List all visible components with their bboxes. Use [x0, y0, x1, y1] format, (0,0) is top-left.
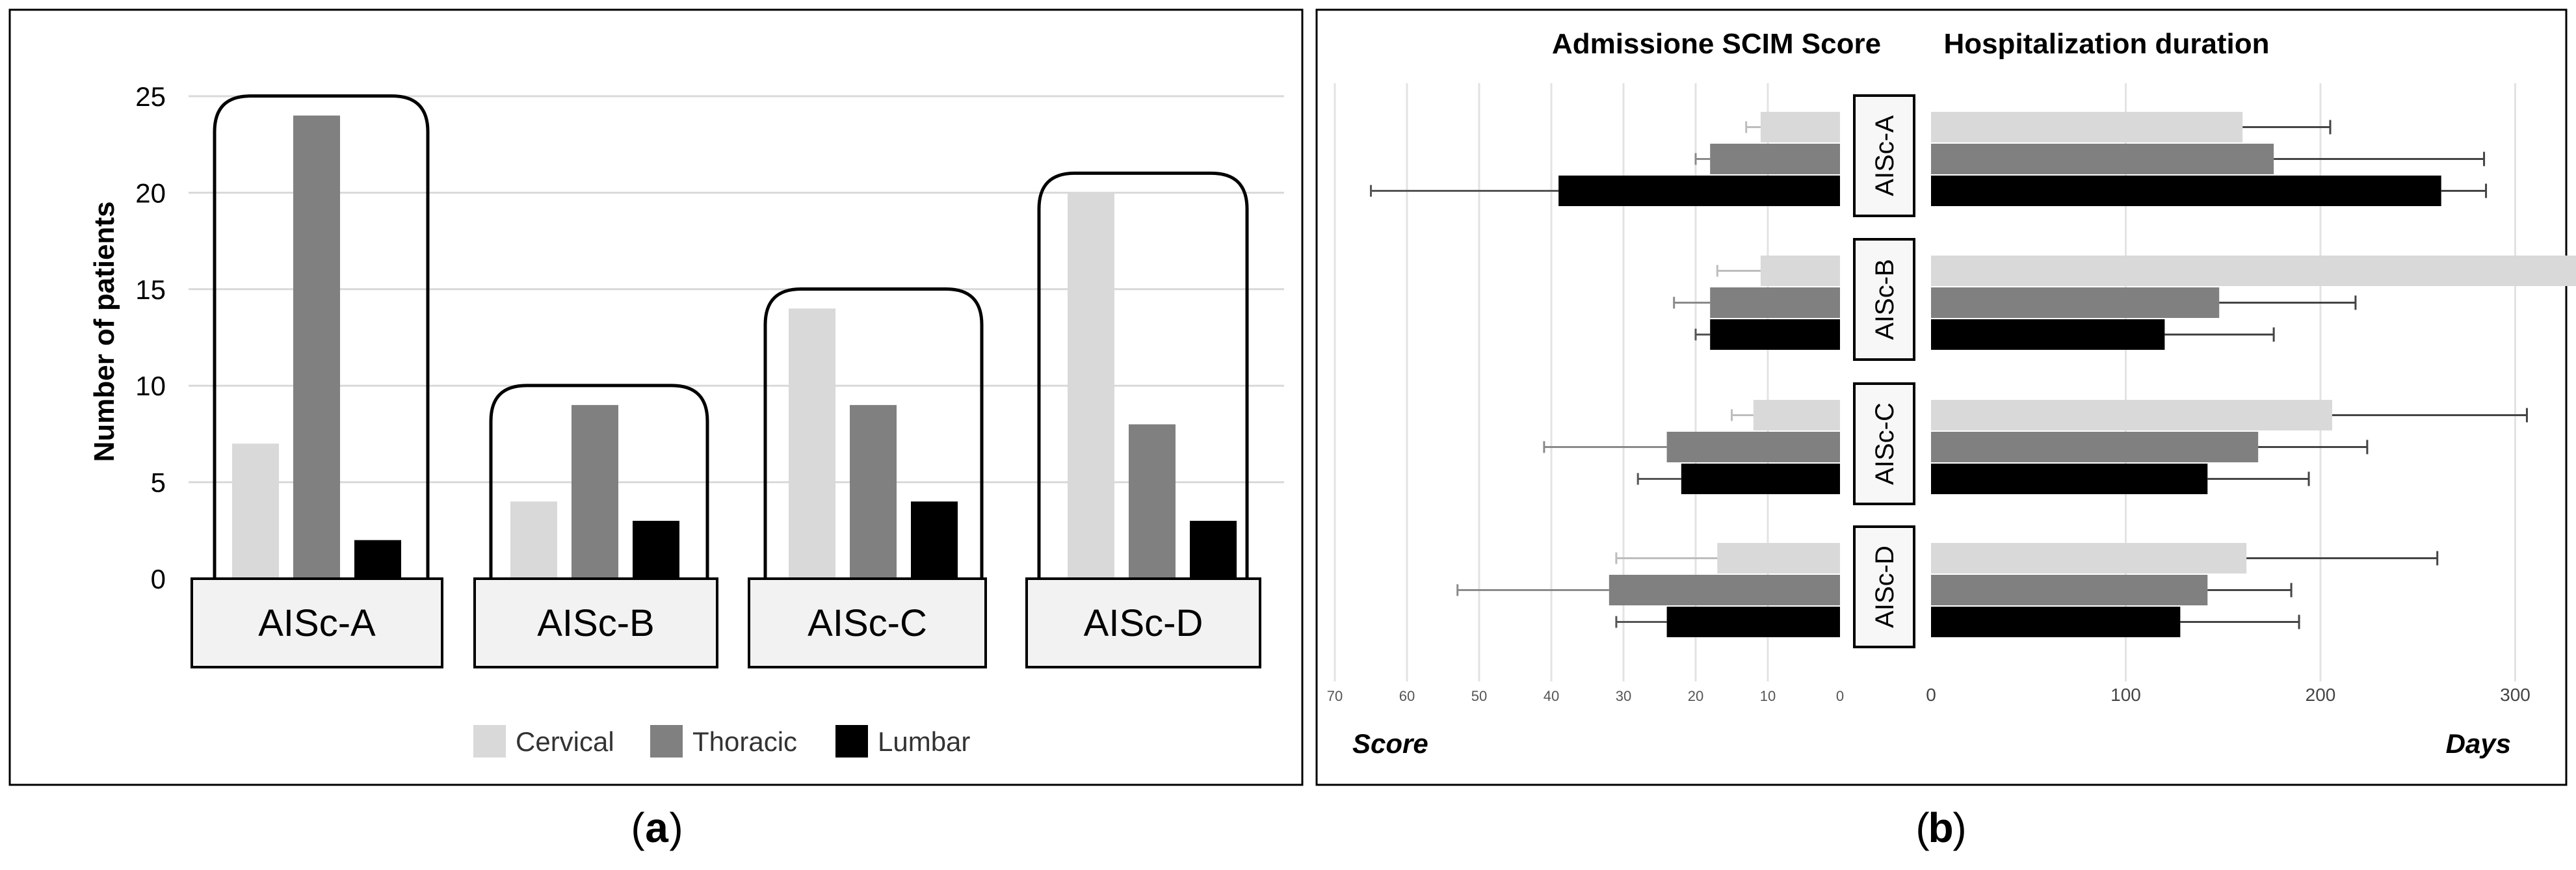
y-tick-label-0: 0 [151, 564, 166, 594]
right-x-tick-100: 100 [2110, 685, 2141, 705]
right-x-tick-0: 0 [1926, 685, 1936, 705]
y-tick-label-10: 10 [135, 371, 166, 401]
score-bar-aisc-c-thoracic [1666, 432, 1840, 462]
days-bar-aisc-d-cervical [1931, 543, 2247, 573]
score-bar-aisc-b-cervical [1760, 256, 1840, 286]
right-x-tick-300: 300 [2500, 685, 2530, 705]
bar-aisc-c-cervical [789, 308, 835, 579]
group-outline-aisc-c [763, 287, 984, 579]
category-label-b-aisc-c: AISc-C [1871, 402, 1899, 485]
bar-aisc-d-cervical [1068, 192, 1114, 579]
legend-label-thoracic: Thoracic [692, 726, 797, 757]
y-tick-label-20: 20 [135, 178, 166, 208]
category-box-aisc-c [748, 577, 987, 668]
score-bar-aisc-d-lumbar [1666, 607, 1840, 637]
score-bar-aisc-c-cervical [1753, 400, 1840, 430]
score-bar-aisc-d-cervical [1717, 543, 1840, 573]
bar-aisc-b-cervical [510, 501, 557, 579]
legend-swatch-cervical [473, 725, 506, 758]
days-bar-aisc-c-thoracic [1931, 432, 2259, 462]
days-bar-aisc-a-thoracic [1931, 144, 2274, 174]
left-panel-title: Admissione SCIM Score [1552, 28, 1881, 60]
days-bar-aisc-a-cervical [1931, 112, 2243, 142]
days-bar-aisc-a-lumbar [1931, 176, 2441, 206]
bar-aisc-b-thoracic [572, 404, 618, 579]
y-tick-label-5: 5 [151, 468, 166, 498]
left-x-tick-10: 10 [1760, 688, 1776, 704]
right-x-axis-label: Days [2446, 728, 2511, 759]
category-label-aisc-a: AISc-A [258, 602, 376, 644]
bar-aisc-a-cervical [232, 443, 279, 579]
score-bar-aisc-b-lumbar [1710, 319, 1840, 350]
panel-b-label-open: ( [1915, 804, 1929, 851]
left-x-tick-30: 30 [1616, 688, 1631, 704]
left-x-tick-40: 40 [1544, 688, 1559, 704]
category-box-b-aisc-b [1853, 238, 1915, 361]
panel-a-label-open: ( [631, 804, 644, 851]
y-tick-label-15: 15 [135, 274, 166, 305]
score-bar-aisc-a-lumbar [1558, 176, 1840, 206]
category-label-aisc-b: AISc-B [537, 602, 655, 644]
category-box-b-aisc-a [1853, 94, 1915, 217]
bar-aisc-d-thoracic [1129, 424, 1176, 579]
panel-a-label-close: ) [669, 804, 683, 851]
bar-aisc-c-thoracic [850, 404, 897, 579]
y-axis-label: Number of patients [88, 202, 120, 462]
left-x-tick-70: 70 [1327, 688, 1343, 704]
category-box-b-aisc-d [1853, 525, 1915, 648]
category-label-b-aisc-a: AISc-A [1871, 115, 1899, 196]
panel-b-label: b [1928, 804, 1953, 851]
left-x-axis-label: Score [1352, 728, 1428, 759]
legend-label-cervical: Cervical [516, 726, 614, 757]
panel-a-label: a [645, 804, 668, 851]
score-bar-aisc-a-cervical [1760, 112, 1840, 142]
bar-aisc-a-lumbar [354, 540, 401, 579]
left-x-tick-20: 20 [1688, 688, 1703, 704]
left-x-tick-50: 50 [1471, 688, 1487, 704]
days-bar-aisc-c-lumbar [1931, 464, 2208, 494]
score-bar-aisc-c-lumbar [1681, 464, 1840, 494]
days-bar-aisc-d-lumbar [1931, 607, 2181, 637]
group-outline-aisc-b [489, 384, 709, 579]
days-bar-aisc-b-cervical [1931, 256, 2576, 286]
category-label-b-aisc-b: AISc-B [1871, 259, 1899, 339]
legend-swatch-thoracic [650, 725, 683, 758]
score-bar-aisc-a-thoracic [1710, 144, 1840, 174]
y-tick-label-25: 25 [135, 81, 166, 112]
days-bar-aisc-d-thoracic [1931, 575, 2208, 605]
category-label-b-aisc-d: AISc-D [1871, 546, 1899, 628]
days-bar-aisc-b-lumbar [1931, 319, 2165, 350]
category-box-aisc-a [191, 577, 443, 668]
category-box-aisc-b [473, 577, 718, 668]
left-x-tick-60: 60 [1399, 688, 1415, 704]
category-box-b-aisc-c [1853, 382, 1915, 505]
category-label-aisc-d: AISc-D [1084, 602, 1203, 644]
bar-aisc-a-thoracic [293, 115, 340, 579]
right-panel-title: Hospitalization duration [1943, 28, 2269, 60]
legend-swatch-lumbar [835, 725, 868, 758]
group-outline-aisc-d [1037, 171, 1249, 579]
panel-b-label-close: ) [1952, 804, 1966, 851]
category-box-aisc-d [1025, 577, 1261, 668]
score-bar-aisc-d-thoracic [1609, 575, 1840, 605]
category-label-aisc-c: AISc-C [808, 602, 927, 644]
group-outline-aisc-a [213, 94, 430, 579]
right-x-tick-200: 200 [2306, 685, 2336, 705]
score-bar-aisc-b-thoracic [1710, 287, 1840, 318]
legend-label-lumbar: Lumbar [878, 726, 970, 757]
left-x-tick-0: 0 [1836, 688, 1844, 704]
bar-aisc-c-lumbar [911, 501, 958, 579]
days-bar-aisc-c-cervical [1931, 400, 2332, 430]
bar-aisc-d-lumbar [1190, 520, 1237, 579]
days-bar-aisc-b-thoracic [1931, 287, 2220, 318]
bar-aisc-b-lumbar [633, 520, 679, 579]
